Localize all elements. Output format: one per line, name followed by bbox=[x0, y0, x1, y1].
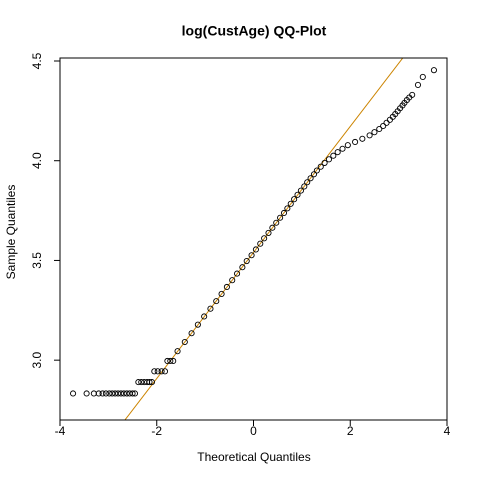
point bbox=[380, 122, 387, 130]
y-tick-label: 4.5 bbox=[30, 52, 44, 69]
point bbox=[131, 390, 139, 397]
point bbox=[325, 156, 333, 163]
point bbox=[248, 252, 255, 259]
point bbox=[321, 159, 328, 166]
point bbox=[409, 91, 416, 98]
point bbox=[291, 196, 298, 203]
point bbox=[359, 135, 366, 142]
point bbox=[269, 224, 276, 231]
point bbox=[95, 390, 102, 397]
reference-line bbox=[124, 58, 404, 420]
point bbox=[317, 163, 324, 170]
point bbox=[313, 167, 320, 174]
point bbox=[106, 390, 113, 397]
point bbox=[70, 390, 77, 397]
point bbox=[383, 119, 390, 126]
point bbox=[112, 390, 119, 397]
point bbox=[170, 357, 177, 365]
point bbox=[257, 240, 264, 247]
x-axis-label: Theoretical Quantiles bbox=[197, 450, 310, 464]
point bbox=[181, 338, 188, 346]
point bbox=[334, 149, 341, 156]
point bbox=[273, 219, 280, 226]
point bbox=[304, 179, 311, 186]
point bbox=[146, 379, 153, 386]
point bbox=[277, 214, 284, 221]
point bbox=[201, 313, 208, 320]
y-tick-label: 3.0 bbox=[30, 352, 44, 369]
point bbox=[213, 298, 220, 305]
point bbox=[252, 246, 259, 253]
x-tick-label: 2 bbox=[347, 424, 354, 438]
point bbox=[310, 171, 318, 178]
y-tick-label: 3.5 bbox=[30, 252, 44, 269]
point bbox=[102, 390, 110, 397]
point bbox=[218, 290, 225, 297]
point bbox=[194, 321, 201, 328]
point bbox=[83, 390, 90, 397]
point bbox=[234, 270, 241, 277]
point bbox=[261, 235, 268, 242]
point bbox=[330, 152, 337, 159]
point bbox=[115, 390, 122, 397]
point bbox=[129, 390, 136, 397]
point bbox=[239, 264, 246, 271]
point bbox=[352, 138, 359, 146]
point bbox=[109, 390, 116, 397]
point bbox=[123, 390, 130, 397]
point bbox=[223, 283, 230, 291]
point bbox=[158, 368, 165, 375]
point bbox=[151, 368, 158, 375]
plot-area bbox=[70, 58, 437, 420]
point bbox=[99, 390, 106, 397]
point bbox=[138, 379, 145, 386]
point bbox=[154, 368, 161, 375]
y-tick-label: 4.0 bbox=[30, 152, 44, 169]
point bbox=[297, 187, 304, 194]
point bbox=[280, 209, 288, 217]
point bbox=[301, 183, 308, 190]
point bbox=[243, 257, 250, 265]
chart-title: log(CustAge) QQ-Plot bbox=[182, 23, 327, 39]
x-tick-label: -2 bbox=[151, 424, 162, 438]
point bbox=[117, 390, 125, 397]
x-tick-label: 4 bbox=[444, 424, 451, 438]
point bbox=[284, 205, 291, 212]
point bbox=[148, 379, 155, 386]
point bbox=[307, 175, 314, 182]
point bbox=[161, 368, 169, 375]
point bbox=[371, 129, 378, 136]
point bbox=[414, 81, 422, 88]
point bbox=[164, 357, 171, 365]
point bbox=[174, 348, 181, 355]
point bbox=[135, 379, 142, 386]
point bbox=[376, 125, 383, 133]
x-tick-label: -4 bbox=[55, 424, 66, 438]
point bbox=[287, 200, 294, 207]
point bbox=[265, 229, 272, 236]
point bbox=[229, 277, 236, 284]
point bbox=[188, 330, 195, 337]
point bbox=[366, 132, 373, 139]
point bbox=[294, 191, 301, 198]
point bbox=[430, 67, 437, 74]
x-tick-label: 0 bbox=[250, 424, 257, 438]
point bbox=[167, 357, 174, 365]
point bbox=[339, 145, 346, 152]
point bbox=[120, 390, 127, 397]
point bbox=[344, 142, 351, 149]
point bbox=[207, 305, 214, 312]
y-axis-label: Sample Quantiles bbox=[4, 185, 18, 280]
point bbox=[419, 73, 426, 80]
